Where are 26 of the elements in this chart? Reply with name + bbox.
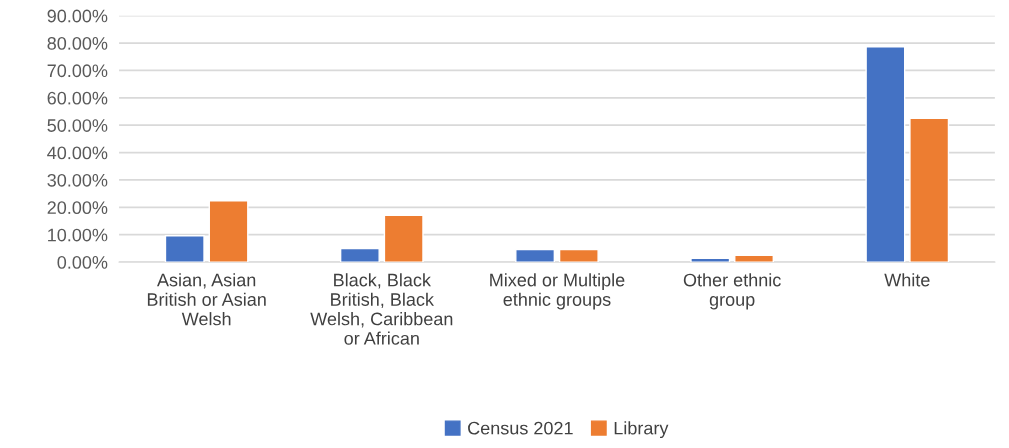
bar xyxy=(164,235,205,263)
bar xyxy=(558,248,599,263)
bar xyxy=(383,214,424,263)
bar xyxy=(909,117,950,263)
bar xyxy=(515,248,556,263)
y-tick-label: 0.00% xyxy=(57,256,108,269)
y-tick-label: 30.00% xyxy=(47,173,108,187)
bar xyxy=(734,254,774,263)
y-tick-label: 70.00% xyxy=(47,64,108,78)
bar xyxy=(339,247,380,263)
y-tick-label: 40.00% xyxy=(47,146,108,160)
x-tick-label: Other ethnic group xyxy=(683,273,781,310)
y-tick-label: 60.00% xyxy=(47,91,108,105)
legend-label: Library xyxy=(614,421,669,439)
y-tick-label: 20.00% xyxy=(47,201,108,215)
x-tick-label: Asian, Asian British or Asian Welsh xyxy=(147,273,266,326)
x-tick-label: Mixed or Multiple ethnic groups xyxy=(490,273,625,310)
y-tick-label: 90.00% xyxy=(47,9,108,23)
bar xyxy=(865,46,906,263)
y-tick-label: 10.00% xyxy=(48,228,108,242)
y-tick-label: 80.00% xyxy=(47,36,108,50)
x-tick-label: Black, Black British, Black Welsh, Caribbean or African xyxy=(310,273,453,345)
x-tick-label: White xyxy=(884,273,930,287)
legend-label: Census 2021 xyxy=(468,421,573,435)
bar xyxy=(208,200,249,263)
y-tick-label: 50.00% xyxy=(47,119,108,132)
